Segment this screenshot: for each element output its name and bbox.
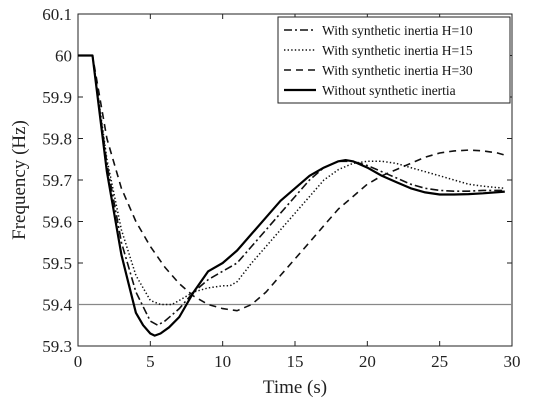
y-tick-label: 59.4 — [42, 296, 72, 315]
x-tick-label: 30 — [504, 352, 521, 371]
x-tick-label: 0 — [74, 352, 83, 371]
y-tick-label: 59.5 — [42, 254, 72, 273]
series-line-3 — [78, 54, 505, 337]
y-tick-label: 59.3 — [42, 337, 72, 356]
y-tick-label: 59.7 — [42, 171, 72, 190]
legend-box — [277, 16, 511, 104]
x-axis-title: Time (s) — [263, 377, 327, 398]
series-line-0 — [78, 54, 505, 327]
x-tick-label: 15 — [287, 352, 304, 371]
legend-label-0: With synthetic inertia H=10 — [322, 23, 473, 38]
legend-label-3: Without synthetic inertia — [322, 83, 456, 98]
legend-label-1: With synthetic inertia H=15 — [322, 43, 473, 58]
y-tick-label: 59.6 — [42, 213, 72, 232]
plot-area — [78, 54, 512, 337]
x-tick-label: 10 — [214, 352, 231, 371]
x-tick-label: 20 — [359, 352, 376, 371]
y-tick-label: 59.9 — [42, 88, 72, 107]
legend-label-2: With synthetic inertia H=30 — [322, 63, 473, 78]
axes: 0 5 10 15 20 25 30 59.3 59.4 59.5 59.6 59.7 59.8 59.9… — [42, 5, 520, 371]
y-axis-title: Frequency (Hz) — [9, 120, 30, 240]
y-tick-label: 60.1 — [42, 5, 72, 24]
y-tick-label: 59.8 — [42, 130, 72, 149]
series-line-2 — [78, 54, 506, 312]
x-tick-label: 25 — [431, 352, 448, 371]
x-tick-label: 5 — [146, 352, 155, 371]
legend: With synthetic inertia H=10 With syntheti… — [277, 16, 511, 104]
y-tick-label: 60 — [55, 47, 72, 66]
